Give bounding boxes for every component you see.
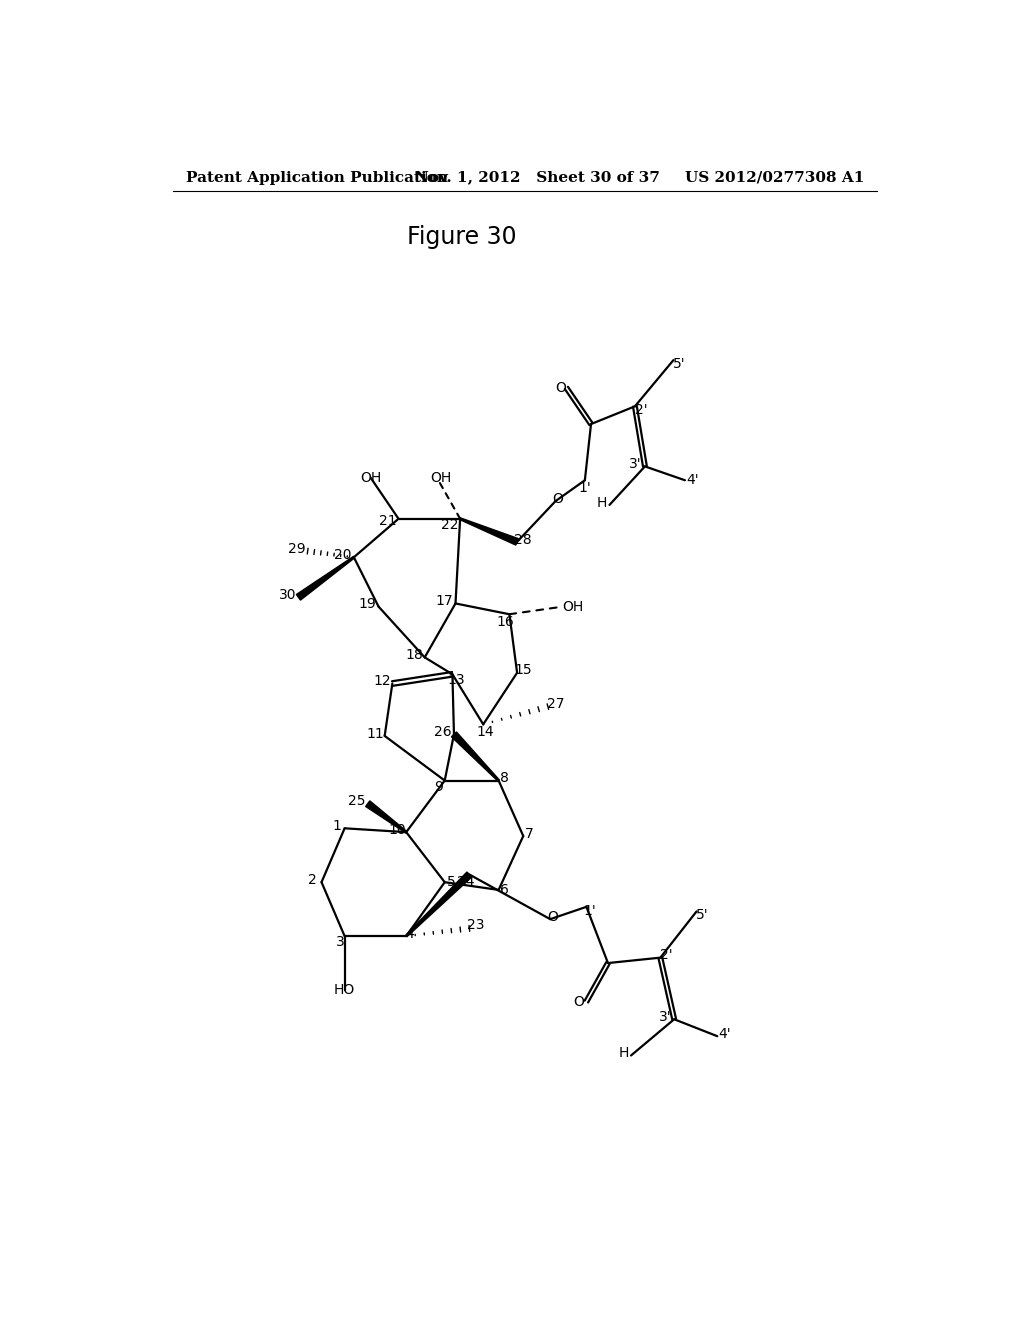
- Text: 2: 2: [308, 873, 316, 887]
- Text: 12: 12: [374, 675, 391, 688]
- Text: Patent Application Publication: Patent Application Publication: [186, 170, 449, 185]
- Text: US 2012/0277308 A1: US 2012/0277308 A1: [685, 170, 864, 185]
- Polygon shape: [296, 557, 354, 601]
- Text: 5': 5': [673, 356, 686, 371]
- Text: 7: 7: [525, 826, 534, 841]
- Polygon shape: [366, 801, 407, 833]
- Text: 4': 4': [686, 474, 699, 487]
- Text: 1': 1': [579, 480, 591, 495]
- Text: 30: 30: [279, 587, 296, 602]
- Text: 3': 3': [630, 457, 642, 471]
- Polygon shape: [406, 873, 472, 937]
- Text: 18: 18: [406, 648, 423, 663]
- Text: 24: 24: [457, 875, 474, 890]
- Text: 4': 4': [719, 1027, 731, 1041]
- Text: 29: 29: [288, 541, 306, 556]
- Text: 26: 26: [434, 725, 452, 739]
- Text: Nov. 1, 2012   Sheet 30 of 37: Nov. 1, 2012 Sheet 30 of 37: [416, 170, 660, 185]
- Text: 11: 11: [367, 726, 384, 741]
- Text: 16: 16: [497, 615, 514, 628]
- Text: 1': 1': [584, 904, 597, 917]
- Text: 14: 14: [476, 725, 494, 739]
- Text: O: O: [573, 994, 584, 1008]
- Text: 2': 2': [635, 403, 647, 417]
- Text: O: O: [547, 909, 558, 924]
- Polygon shape: [452, 733, 500, 781]
- Text: 5: 5: [446, 875, 456, 890]
- Text: 8: 8: [501, 771, 509, 785]
- Text: 2': 2': [660, 948, 673, 962]
- Text: 4: 4: [406, 927, 415, 941]
- Polygon shape: [460, 517, 518, 545]
- Text: 28: 28: [514, 532, 532, 546]
- Text: Figure 30: Figure 30: [407, 224, 516, 249]
- Text: 1: 1: [333, 818, 341, 833]
- Text: HO: HO: [334, 983, 355, 997]
- Text: 5': 5': [696, 908, 709, 923]
- Text: O: O: [553, 492, 563, 506]
- Text: OH: OH: [360, 471, 381, 484]
- Text: 3': 3': [658, 1010, 672, 1024]
- Text: 20: 20: [334, 548, 352, 562]
- Text: 10: 10: [388, 822, 406, 837]
- Text: 3: 3: [337, 936, 345, 949]
- Text: OH: OH: [562, 599, 583, 614]
- Text: 15: 15: [514, 664, 532, 677]
- Text: 17: 17: [436, 594, 454, 609]
- Text: 19: 19: [358, 597, 377, 611]
- Text: 27: 27: [547, 697, 564, 711]
- Text: OH: OH: [430, 471, 452, 484]
- Text: 21: 21: [379, 513, 396, 528]
- Text: O: O: [555, 381, 565, 395]
- Text: 25: 25: [348, 795, 366, 808]
- Text: 6: 6: [501, 883, 509, 896]
- Text: 13: 13: [447, 673, 465, 688]
- Text: 22: 22: [440, 517, 458, 532]
- Text: H: H: [618, 1047, 629, 1060]
- Text: H: H: [597, 495, 607, 510]
- Text: 9: 9: [434, 780, 443, 793]
- Text: 23: 23: [467, 917, 484, 932]
